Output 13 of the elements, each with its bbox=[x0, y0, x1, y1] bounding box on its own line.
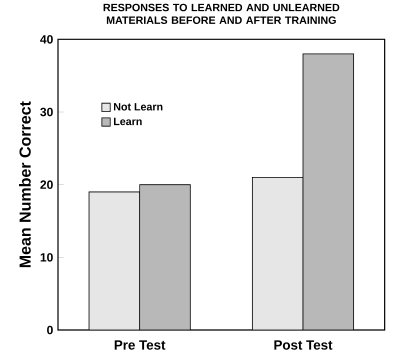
legend-label: Not Learn bbox=[114, 103, 162, 111]
y-tick-label: 30 bbox=[40, 108, 53, 116]
bar bbox=[139, 184, 191, 330]
y-tick-label: 20 bbox=[40, 180, 53, 189]
y-tick-label: 0 bbox=[47, 326, 53, 334]
x-tick-label: Post Test bbox=[274, 340, 332, 350]
legend-label: Learn bbox=[114, 118, 142, 126]
y-tick-label: 40 bbox=[40, 35, 53, 44]
y-axis-title: Mean Number Correct bbox=[19, 101, 31, 268]
bar bbox=[302, 53, 354, 330]
y-tick-label: 10 bbox=[40, 253, 53, 262]
x-tick-label: Pre Test bbox=[114, 340, 166, 350]
chart-title: RESPONSES TO LEARNED AND UNLEARNED MATERIALS BEFORE AND AFTER TRAINING bbox=[104, 4, 340, 24]
